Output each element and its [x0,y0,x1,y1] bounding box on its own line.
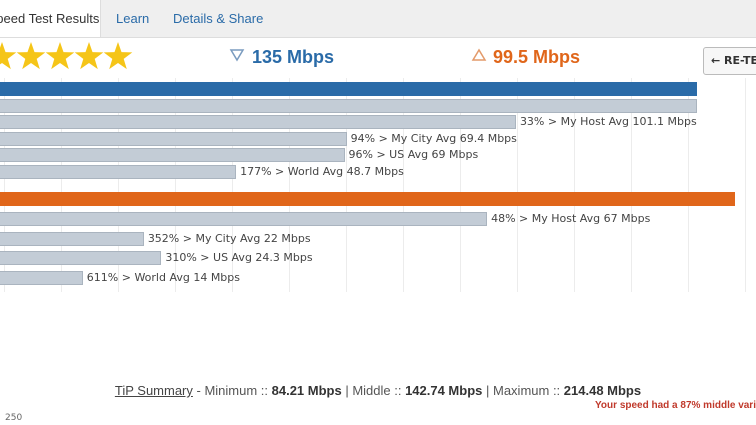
bar-label: 611% > World Avg 14 Mbps [86,271,241,285]
grid-line [688,78,689,292]
summary-text: | Maximum :: [482,383,564,398]
tab-bar [0,0,756,38]
axis-label: 250 [5,413,23,423]
bar-label: 94% > My City Avg 69.4 Mbps [350,131,517,145]
grid-line [346,78,347,292]
bar [0,98,697,113]
bar-area: 33% > My Host Avg 101.1 Mbps 94% > My Cit… [0,78,746,292]
grid-line [517,78,518,292]
summary-text: 84.21 Mbps [271,383,342,398]
bar [0,231,144,246]
bar [0,192,735,206]
bar-label: 96% > US Avg 69 Mbps [348,148,479,161]
star [74,42,104,70]
star [16,42,46,70]
summary-text: 214.48 Mbps [563,383,642,398]
download-speed: 135 Mbps [252,47,335,67]
star [103,42,133,70]
bar-label: 33% > My Host Avg 101.1 Mbps [519,115,697,128]
grid-line [289,78,290,292]
bar [0,271,83,286]
grid-line [232,78,233,292]
tab[interactable]: Speed Test Results [0,0,101,37]
summary: TiP Summary - Minimum :: 84.21 Mbps | Mi… [0,383,756,398]
bar-label: 177% > World Avg 48.7 Mbps [240,164,404,178]
bar-label: 352% > My City Avg 22 Mbps [147,231,311,245]
tab[interactable]: Details & Share [173,11,264,26]
summary-link[interactable]: TiP Summary [114,383,193,398]
summary-text: 142.74 Mbps [405,383,483,398]
upload-icon [471,48,487,61]
summary-text: - Minimum :: [192,383,272,398]
bar [0,82,697,96]
grid-line [574,78,575,292]
bar [0,115,516,129]
tab[interactable]: Learn [116,11,150,26]
summary-text: | Middle :: [341,383,406,398]
upload-speed: 99.5 Mbps [493,47,581,67]
bar [0,131,347,146]
bar [0,211,488,226]
bar [0,164,237,179]
star [45,42,75,70]
bar-label: 48% > My Host Avg 67 Mbps [491,211,651,225]
star [0,42,17,70]
rating-stars [0,42,133,70]
grid-line [61,78,62,292]
bar [0,148,345,162]
download-icon [229,49,245,62]
grid-line [175,78,176,292]
grid-line [118,78,119,292]
bar [0,251,162,266]
bar-label: 310% > US Avg 24.3 Mbps [165,251,313,265]
grid-line [403,78,404,292]
grid-line [4,78,5,292]
grid-line [631,78,632,292]
grid-line [460,78,461,292]
retest-button[interactable]: ← RE-TEST [703,47,756,75]
variance-note: Your speed had a 87% middle variance [595,400,756,411]
grid-line [745,78,746,292]
